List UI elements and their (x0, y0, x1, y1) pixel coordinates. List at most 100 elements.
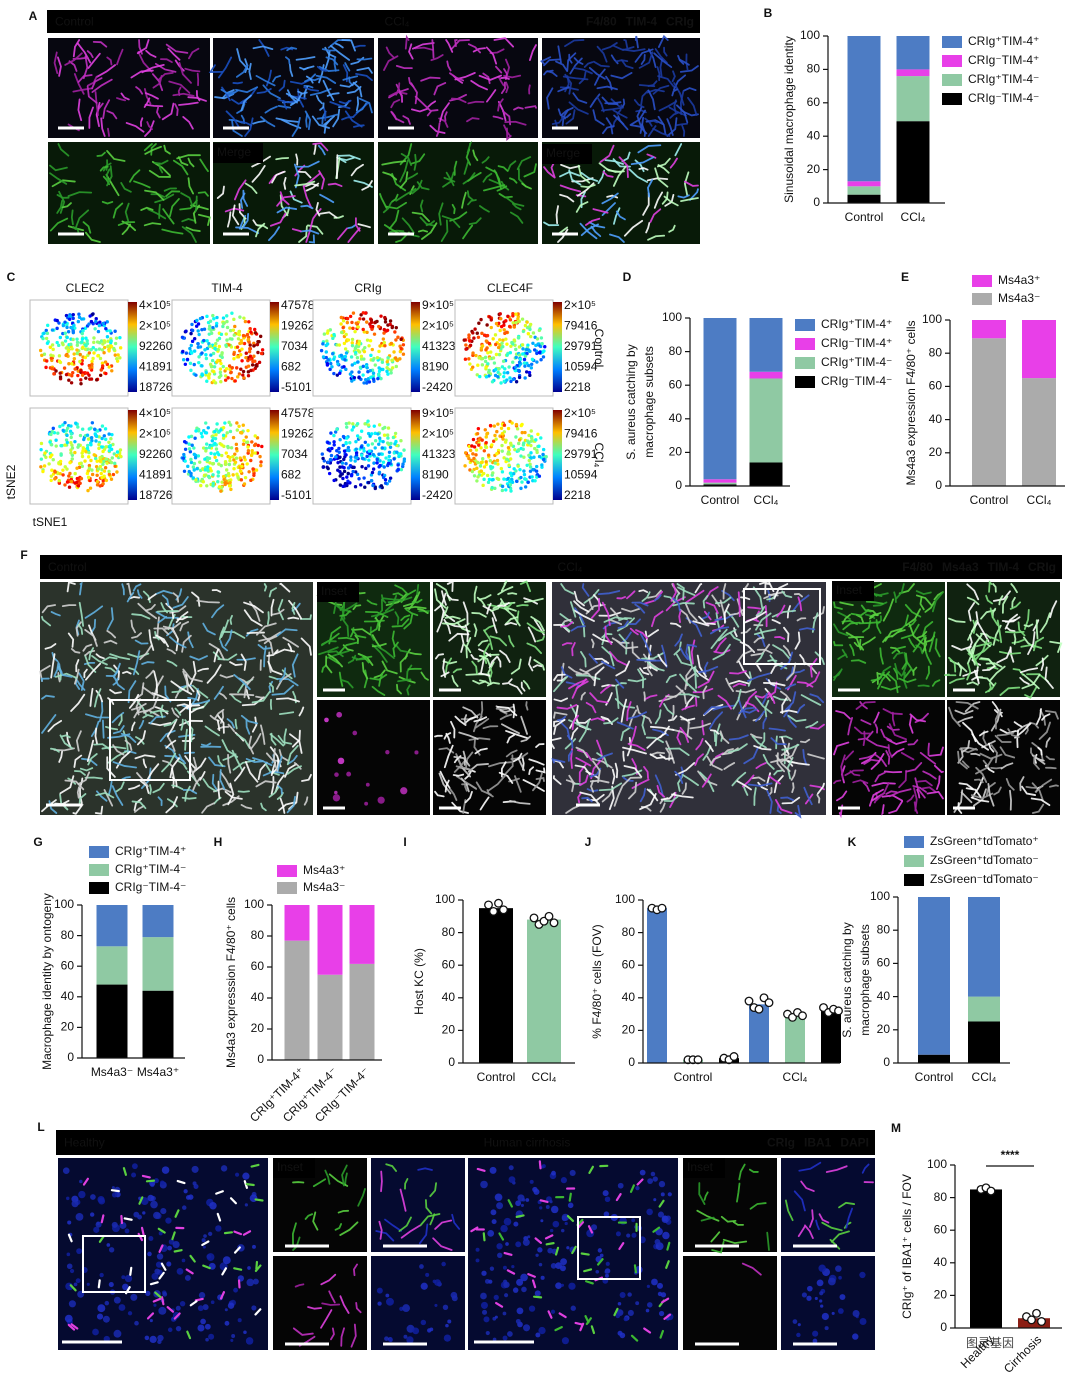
tsne-cell (373, 439, 378, 443)
tsne-cell (371, 467, 376, 471)
cell (312, 142, 329, 152)
tsne-cell (394, 364, 399, 369)
tsne-cell (235, 421, 239, 425)
cell (630, 156, 655, 166)
cell (646, 732, 667, 749)
cell (185, 673, 195, 693)
tsne-cell (484, 339, 489, 343)
tsne-cell (221, 433, 226, 438)
cell (455, 753, 462, 766)
tsne-cell (484, 440, 488, 445)
tsne-cell (83, 347, 88, 351)
tsne-cell (521, 347, 525, 351)
tsne-cell (61, 473, 65, 477)
cell (56, 194, 70, 199)
cell (712, 643, 731, 661)
cell (286, 765, 302, 775)
cell (535, 777, 545, 782)
tsne-cell (477, 443, 481, 447)
cell (278, 711, 295, 716)
cell (809, 1209, 814, 1228)
cell (562, 622, 571, 632)
cell (462, 224, 474, 240)
tsne-cell (495, 458, 500, 463)
cell (219, 770, 232, 789)
tsne-cell (100, 348, 105, 352)
cell (44, 643, 57, 650)
cell (696, 654, 707, 678)
tsne-cell (88, 366, 92, 370)
tsne-cell (467, 456, 471, 461)
cell (521, 182, 532, 190)
tsne-cell (58, 335, 63, 340)
tsne-cell (377, 452, 381, 456)
cell (612, 207, 621, 225)
cell (499, 713, 513, 721)
cell (634, 35, 639, 49)
tsne-cell (526, 343, 530, 347)
cell (83, 661, 96, 665)
cell (474, 718, 490, 729)
cell (126, 582, 132, 596)
nucleus (827, 1277, 836, 1286)
nucleus (142, 1211, 146, 1215)
tsne-cell (239, 353, 243, 357)
cell (100, 117, 106, 137)
tsne-cell (57, 461, 61, 465)
tsne-cell (362, 476, 366, 480)
cell (84, 654, 97, 673)
cell (545, 1242, 555, 1246)
cell (692, 667, 699, 678)
tsne-cell (104, 371, 108, 376)
cell (197, 191, 209, 197)
tsne-cell (397, 454, 401, 459)
cell (475, 781, 492, 796)
cell (690, 639, 696, 665)
tsne-cell (104, 437, 108, 442)
colorbar-label: 10594 (564, 468, 598, 482)
tsne-cell (486, 351, 490, 355)
tsne-cell (54, 444, 58, 448)
cell (481, 156, 490, 164)
tsne-cell (324, 350, 329, 354)
cell (321, 48, 336, 52)
tsne-cell (61, 423, 65, 427)
tsne-cell (260, 348, 265, 352)
cell (538, 1160, 542, 1170)
cell (244, 117, 254, 137)
tsne-cell (45, 341, 50, 346)
tsne-cell (183, 362, 188, 366)
cell (229, 614, 233, 625)
cell (954, 709, 974, 715)
cell (987, 782, 995, 807)
tsne-cell (104, 457, 108, 461)
cell (327, 182, 343, 187)
nucleus (631, 1218, 636, 1223)
cell (589, 93, 601, 108)
cell (528, 758, 545, 766)
tsne-cell (372, 461, 376, 465)
tsne-cell (212, 370, 216, 374)
cell (70, 648, 81, 654)
nucleus (403, 1334, 408, 1339)
cell (600, 106, 624, 112)
colorbar-label: 4×10⁵ (139, 406, 171, 420)
nucleus (62, 1167, 70, 1175)
tsne-cell (511, 360, 515, 364)
cell (729, 670, 747, 675)
tsne-cell (50, 343, 55, 347)
nucleus (161, 1166, 170, 1174)
tsne-cell (366, 423, 371, 427)
cell (781, 590, 793, 598)
cell (560, 662, 565, 684)
cell (298, 225, 308, 243)
cell (560, 107, 574, 117)
cell (112, 202, 124, 219)
cell (184, 785, 191, 802)
cell (283, 177, 287, 190)
cell (172, 596, 189, 609)
cell (1044, 666, 1054, 689)
panel-label: L (37, 1120, 44, 1134)
tsne-cell (351, 425, 356, 429)
tsne-cell (235, 375, 240, 379)
